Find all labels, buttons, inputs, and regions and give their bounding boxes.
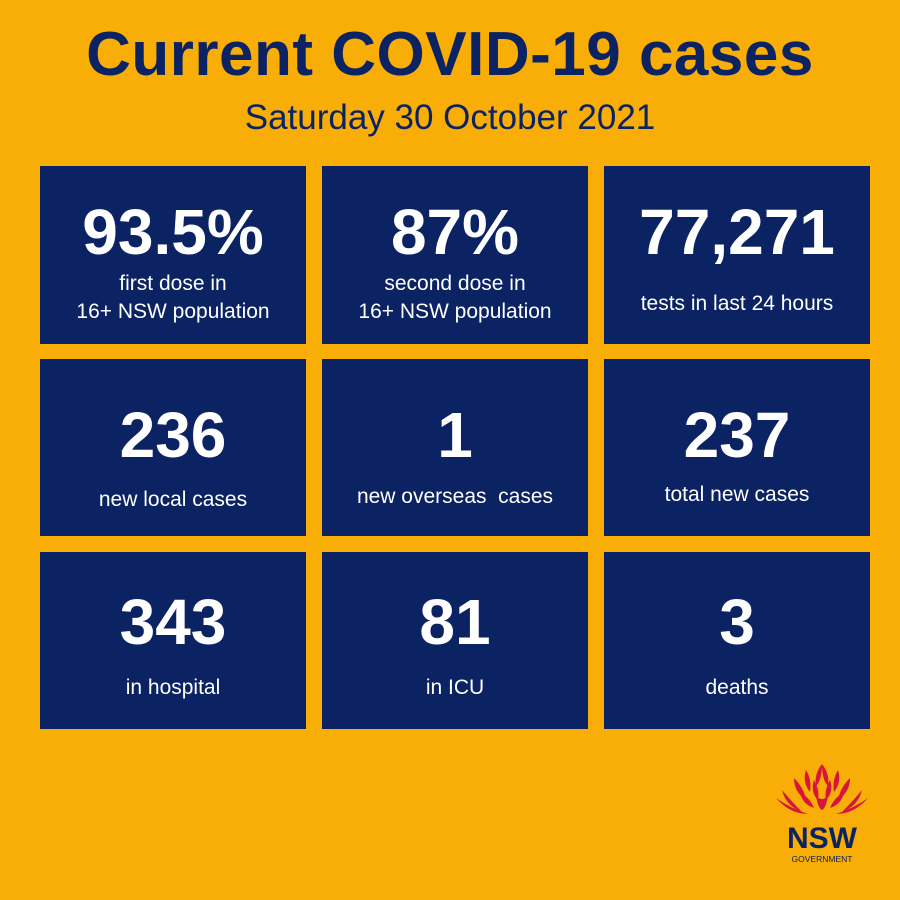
stat-card-first-dose: 93.5% first dose in 16+ NSW population [40, 166, 306, 344]
stat-label: second dose in 16+ NSW population [322, 270, 588, 326]
stat-card-deaths: 3 deaths [604, 552, 870, 729]
stat-label: new local cases [98, 488, 248, 511]
stat-value: 236 [119, 399, 227, 471]
stat-card-overseas-cases: 1 new overseas cases [322, 359, 588, 536]
stat-label: in hospital [125, 676, 221, 699]
stat-label-line: 16+ NSW population [76, 300, 270, 323]
stat-label: tests in last 24 hours [640, 292, 834, 315]
stat-card-second-dose: 87% second dose in 16+ NSW population [322, 166, 588, 344]
stat-value: 3 [719, 586, 755, 658]
waratah-flower-icon: NSW GOVERNMENT [776, 764, 868, 864]
nsw-government-logo: NSW GOVERNMENT [772, 762, 872, 872]
stat-card-total-cases: 237 total new cases [604, 359, 870, 536]
stat-card-tests: 77,271 tests in last 24 hours [604, 166, 870, 344]
stat-label-line: 16+ NSW population [358, 300, 552, 323]
date-subtitle: Saturday 30 October 2021 [244, 98, 656, 137]
stat-value: 1 [437, 399, 473, 471]
stat-label: first dose in 16+ NSW population [40, 270, 306, 326]
stat-value: 343 [119, 586, 227, 658]
logo-text: NSW [787, 822, 858, 855]
stat-label: in ICU [425, 676, 485, 699]
stat-card-icu: 81 in ICU [322, 552, 588, 729]
stat-label: deaths [705, 676, 769, 699]
stat-card-local-cases: 236 new local cases [40, 359, 306, 536]
stat-card-hospital: 343 in hospital [40, 552, 306, 729]
stat-label-line: second dose in [384, 272, 526, 295]
logo-subtext: GOVERNMENT [792, 854, 853, 864]
stat-value: 81 [419, 586, 491, 658]
stat-value: 237 [683, 399, 791, 471]
stat-value: 87% [390, 196, 520, 268]
stat-value: 93.5% [82, 196, 264, 268]
stat-label: total new cases [664, 483, 810, 506]
stat-value: 77,271 [639, 196, 835, 268]
page-title: Current COVID-19 cases [86, 20, 814, 89]
stat-label-line: first dose in [119, 272, 227, 295]
stat-label: new overseas cases [356, 485, 554, 508]
